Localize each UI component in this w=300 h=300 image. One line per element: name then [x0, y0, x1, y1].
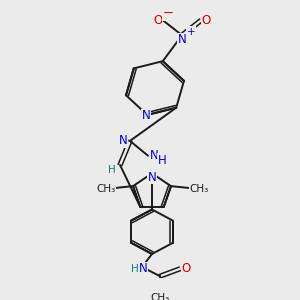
Text: N: N: [148, 170, 156, 184]
Text: N: N: [150, 149, 158, 162]
Text: CH₃: CH₃: [150, 293, 170, 300]
Text: H: H: [131, 264, 139, 274]
Text: CH₃: CH₃: [96, 184, 116, 194]
Text: CH₃: CH₃: [189, 184, 208, 194]
Text: N: N: [142, 109, 151, 122]
Text: O: O: [153, 14, 163, 27]
Text: O: O: [201, 14, 211, 27]
Text: +: +: [187, 26, 195, 37]
Text: N: N: [178, 33, 186, 46]
Text: H: H: [158, 154, 166, 167]
Text: N: N: [118, 134, 127, 147]
Text: N: N: [139, 262, 147, 275]
Text: H: H: [108, 165, 116, 175]
Text: O: O: [182, 262, 190, 275]
Text: −: −: [162, 8, 174, 20]
